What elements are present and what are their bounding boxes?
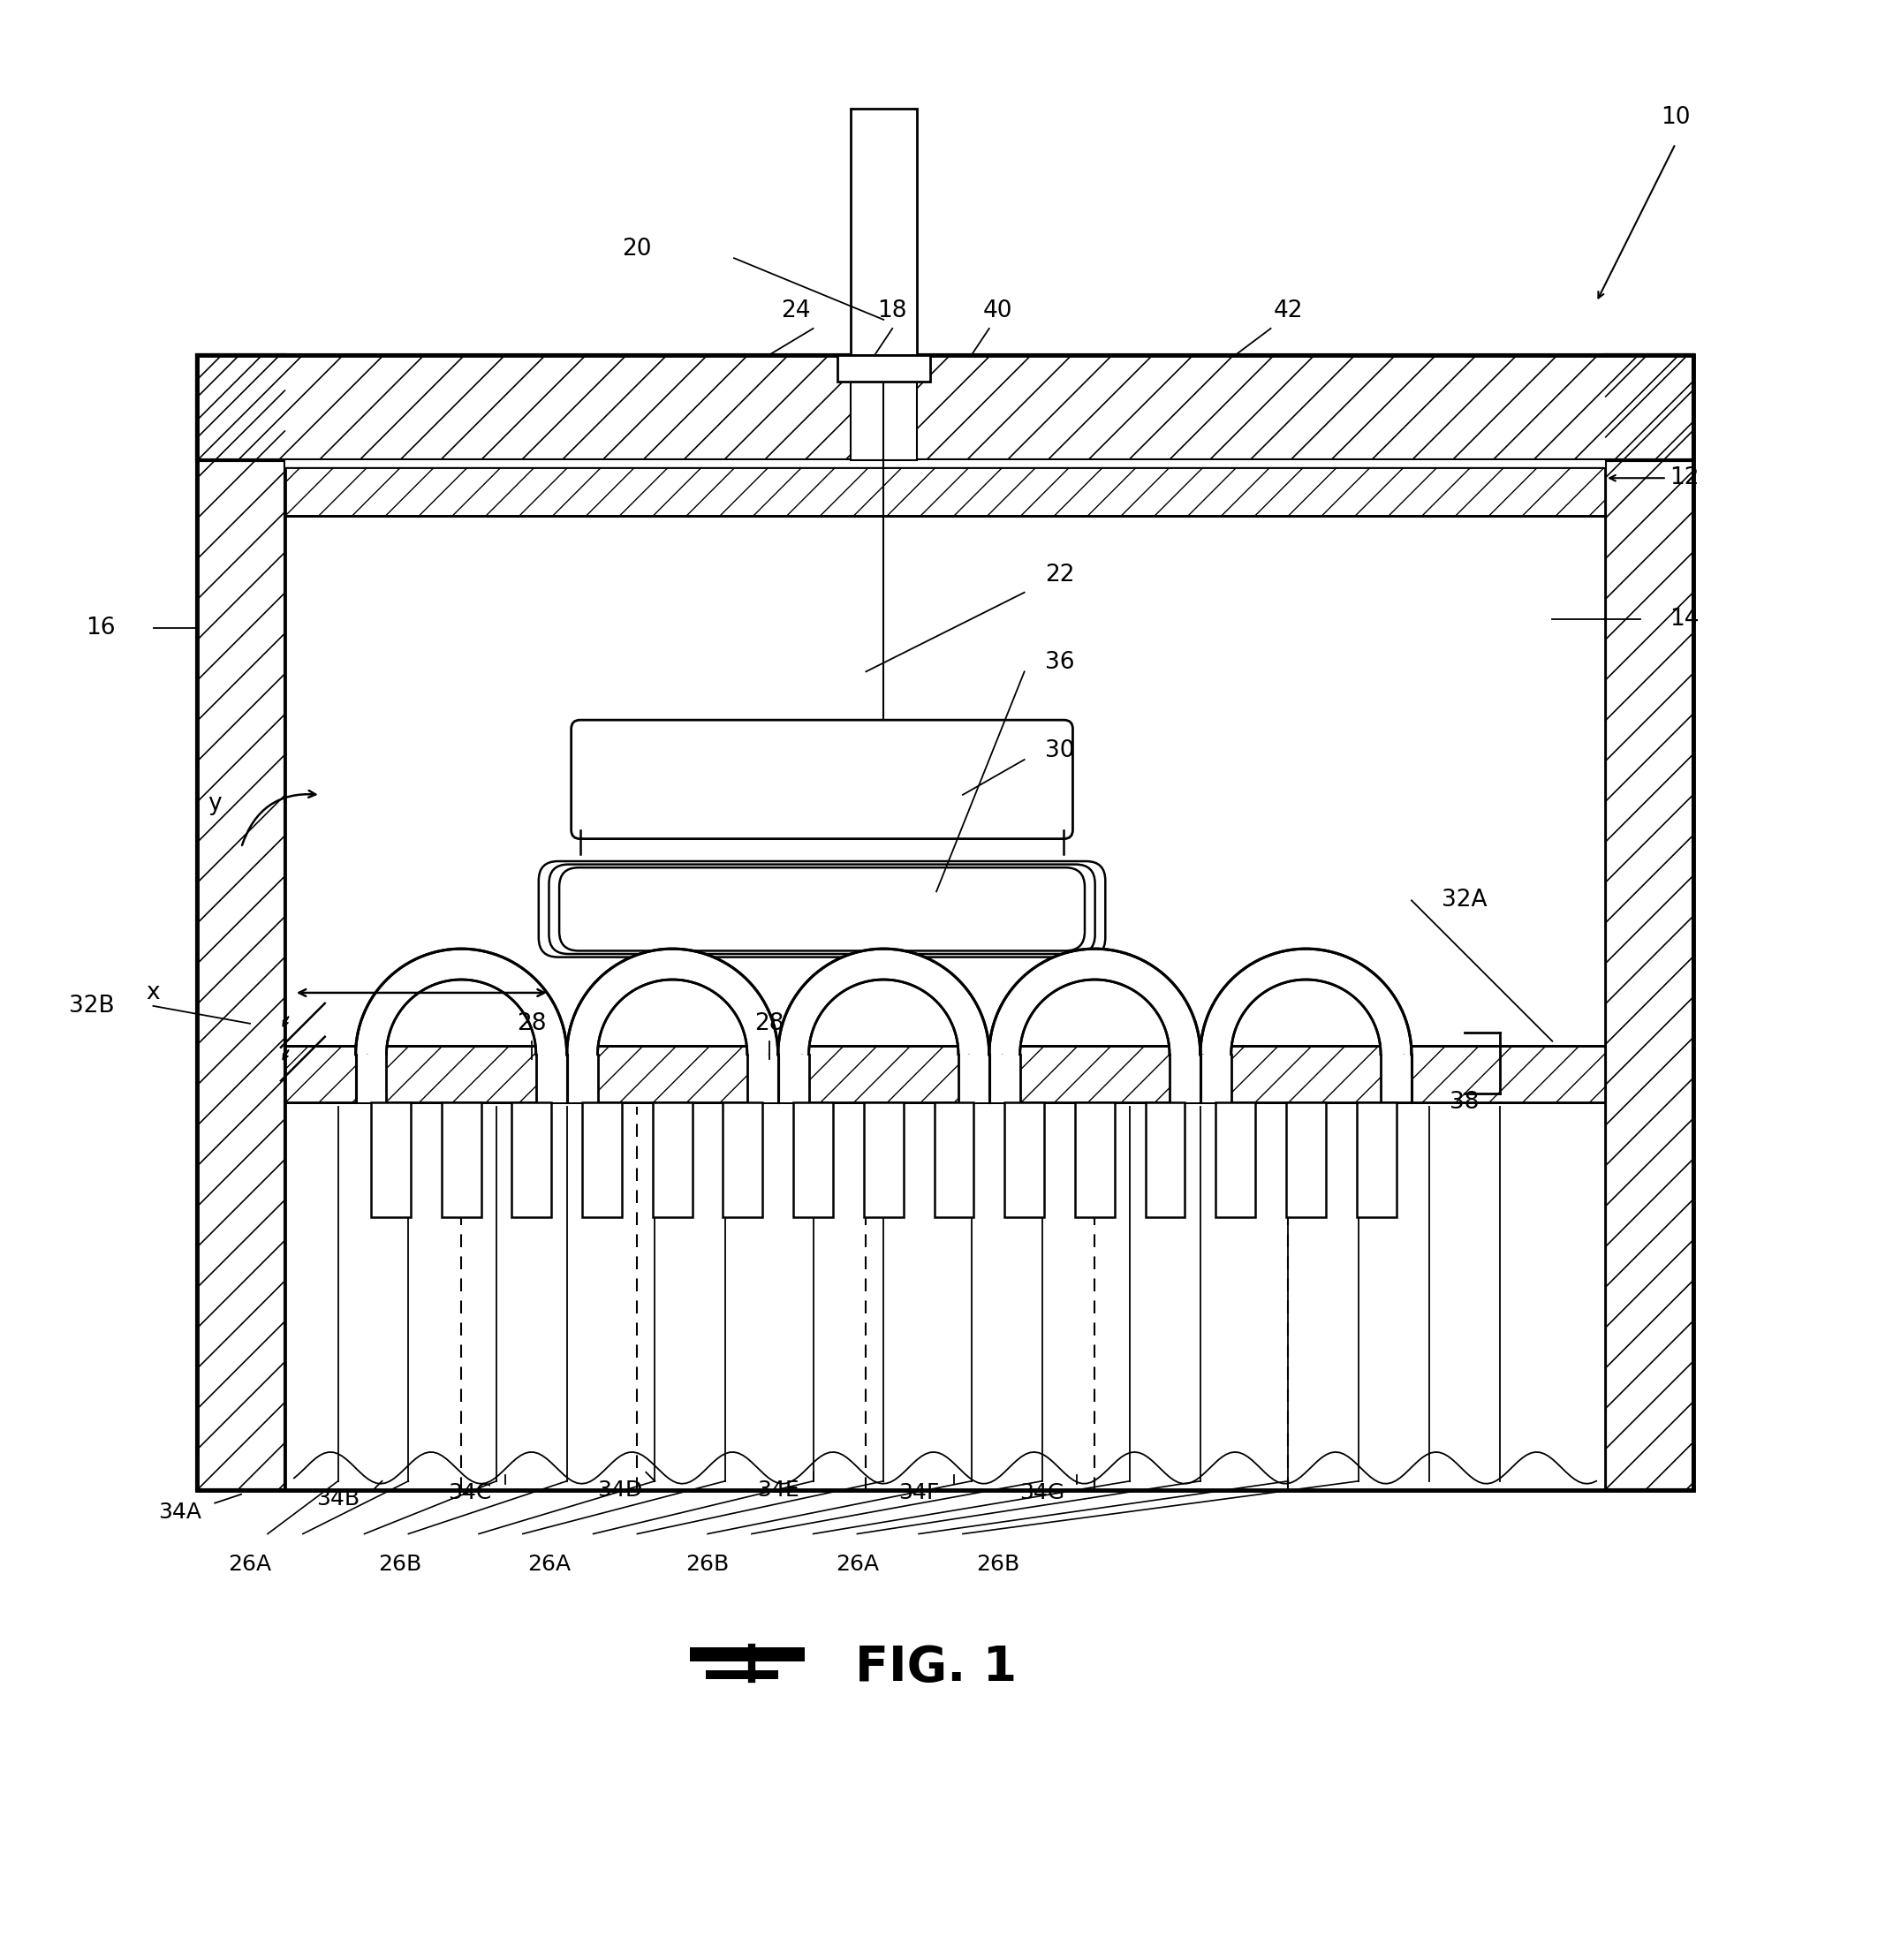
FancyBboxPatch shape <box>549 864 1094 955</box>
Bar <box>793 1103 833 1217</box>
Text: 34B: 34B <box>316 1488 360 1509</box>
Bar <box>286 515 1605 1045</box>
Bar <box>1382 1054 1410 1103</box>
Bar <box>197 355 1692 1490</box>
Bar <box>850 355 916 461</box>
Bar <box>706 1670 778 1680</box>
Bar <box>583 1103 621 1217</box>
Bar <box>568 1054 598 1103</box>
Text: 34F: 34F <box>899 1482 939 1503</box>
Polygon shape <box>566 949 778 1054</box>
Bar <box>850 108 916 355</box>
Text: y: y <box>208 792 221 815</box>
Bar <box>850 355 916 461</box>
FancyBboxPatch shape <box>540 860 1106 956</box>
Bar <box>780 1054 808 1103</box>
Bar <box>538 1054 566 1103</box>
Bar <box>286 1103 1605 1490</box>
Bar <box>933 1103 973 1217</box>
Text: 20: 20 <box>623 237 651 261</box>
Text: 36: 36 <box>1045 651 1075 674</box>
Text: 12: 12 <box>1670 466 1700 490</box>
Bar <box>1005 1103 1045 1217</box>
Bar <box>1202 1054 1230 1103</box>
Text: 30: 30 <box>1045 739 1075 762</box>
Text: 26B: 26B <box>685 1554 729 1576</box>
Bar <box>197 355 1692 1490</box>
Text: 34C: 34C <box>449 1482 492 1503</box>
Bar <box>1357 1103 1397 1217</box>
Polygon shape <box>990 949 1200 1054</box>
Text: 34G: 34G <box>1020 1482 1064 1503</box>
Bar <box>1170 1054 1200 1103</box>
Text: 26B: 26B <box>977 1554 1020 1576</box>
Bar <box>286 515 1605 1045</box>
Text: 26A: 26A <box>528 1554 572 1576</box>
Bar <box>837 355 929 382</box>
Polygon shape <box>356 949 566 1054</box>
Bar <box>286 1045 1605 1103</box>
Bar <box>286 468 1605 515</box>
Bar <box>286 461 1605 468</box>
Text: 26B: 26B <box>379 1554 422 1576</box>
Text: 14: 14 <box>1670 608 1700 631</box>
Bar <box>748 1054 778 1103</box>
Bar <box>1605 355 1692 1490</box>
Text: 24: 24 <box>780 300 810 321</box>
Text: 32B: 32B <box>68 994 114 1017</box>
Bar <box>358 1054 386 1103</box>
Bar <box>1075 1103 1115 1217</box>
Bar <box>441 1103 481 1217</box>
Bar <box>1285 1103 1325 1217</box>
Text: 16: 16 <box>85 615 115 639</box>
Text: 18: 18 <box>878 300 907 321</box>
Bar <box>863 1103 903 1217</box>
Text: 28: 28 <box>517 1011 547 1035</box>
Polygon shape <box>778 949 990 1054</box>
Bar <box>1215 1103 1255 1217</box>
FancyBboxPatch shape <box>572 719 1073 839</box>
Text: 32A: 32A <box>1442 890 1488 911</box>
Bar <box>691 1646 805 1662</box>
Text: x: x <box>146 982 161 1004</box>
Bar <box>197 355 286 1490</box>
Text: 26A: 26A <box>835 1554 878 1576</box>
Bar <box>511 1103 551 1217</box>
Text: 22: 22 <box>1045 563 1075 586</box>
Text: 40: 40 <box>982 300 1013 321</box>
Bar <box>990 1054 1020 1103</box>
Text: 28: 28 <box>755 1011 784 1035</box>
Text: 10: 10 <box>1660 106 1690 129</box>
Bar <box>371 1103 411 1217</box>
Text: FIG. 1: FIG. 1 <box>856 1644 1017 1691</box>
Bar <box>723 1103 763 1217</box>
Bar <box>653 1103 693 1217</box>
FancyBboxPatch shape <box>558 868 1085 951</box>
Text: 26A: 26A <box>229 1554 273 1576</box>
Text: 34D: 34D <box>596 1480 642 1501</box>
Bar <box>960 1054 988 1103</box>
Bar <box>1145 1103 1185 1217</box>
Text: 42: 42 <box>1274 300 1302 321</box>
Text: 38: 38 <box>1450 1092 1478 1113</box>
Text: 34A: 34A <box>157 1501 201 1523</box>
Bar <box>197 355 1692 461</box>
Text: 34E: 34E <box>757 1480 799 1501</box>
Polygon shape <box>1200 949 1412 1054</box>
